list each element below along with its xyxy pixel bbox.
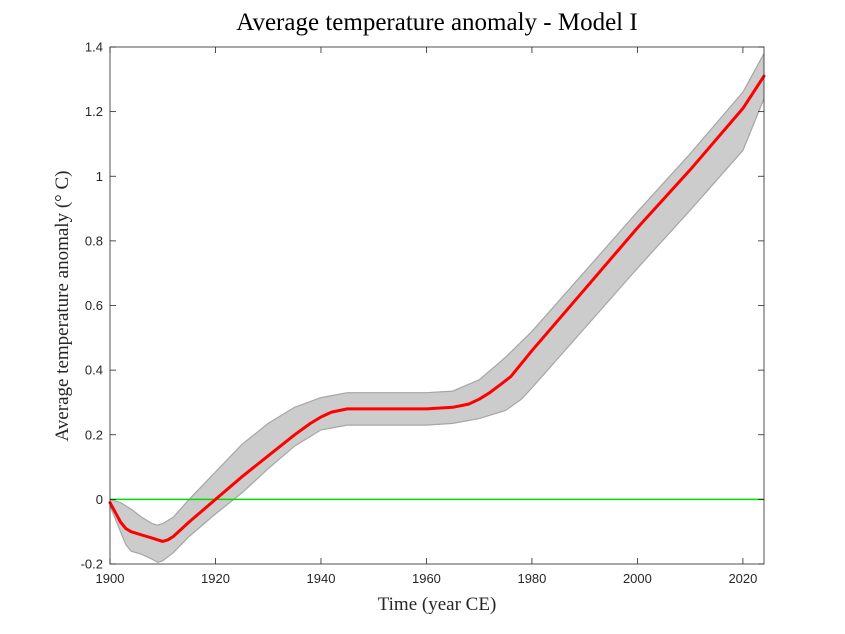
upper-bound-line — [109, 53, 765, 526]
uncertainty-band — [110, 53, 764, 563]
plot-area — [108, 46, 766, 565]
mean-anomaly-line — [108, 74, 766, 543]
x-tick-label: 1980 — [517, 571, 546, 586]
x-axis-ticks: 1900 1920 1940 1960 1980 2000 2020 — [96, 47, 757, 586]
x-tick-label: 1940 — [307, 571, 336, 586]
x-tick-label: 1900 — [96, 571, 125, 586]
x-tick-label: 1920 — [201, 571, 230, 586]
y-tick-label: 0.8 — [85, 233, 103, 248]
y-axis-label: Average temperature anomaly (° C) — [52, 170, 73, 441]
x-tick-label: 2020 — [728, 571, 757, 586]
y-tick-label: 1.2 — [85, 104, 103, 119]
lower-bound-line — [109, 98, 765, 564]
y-tick-label: 1 — [96, 169, 103, 184]
y-tick-label: 0 — [96, 492, 103, 507]
y-axis-ticks: -0.2 0 0.2 0.4 0.6 0.8 1 1.2 1.4 — [81, 40, 764, 572]
y-tick-label: -0.2 — [81, 557, 103, 572]
y-tick-label: 0.4 — [85, 363, 103, 378]
chart-title: Average temperature anomaly - Model I — [236, 9, 637, 36]
x-tick-label: 2000 — [623, 571, 652, 586]
x-tick-label: 1960 — [412, 571, 441, 586]
y-tick-label: 0.2 — [85, 427, 103, 442]
x-axis-label: Time (year CE) — [378, 594, 497, 615]
y-tick-label: 0.6 — [85, 298, 103, 313]
y-tick-label: 1.4 — [85, 40, 103, 55]
